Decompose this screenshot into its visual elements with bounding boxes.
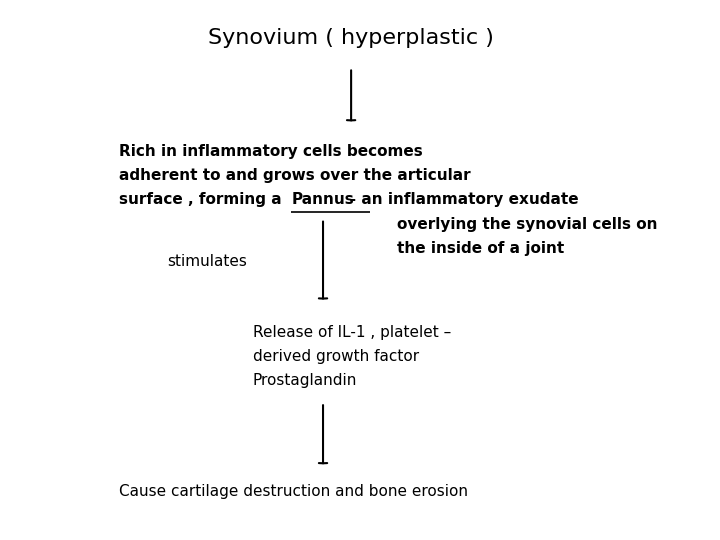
Text: Release of IL-1 , platelet –: Release of IL-1 , platelet – (253, 325, 451, 340)
Text: Pannus: Pannus (292, 192, 354, 207)
Text: stimulates: stimulates (167, 254, 247, 269)
Text: Prostaglandin: Prostaglandin (253, 373, 357, 388)
Text: the inside of a joint: the inside of a joint (397, 241, 564, 256)
Text: adherent to and grows over the articular: adherent to and grows over the articular (120, 168, 471, 183)
Text: Rich in inflammatory cells becomes: Rich in inflammatory cells becomes (120, 144, 423, 159)
Text: Cause cartilage destruction and bone erosion: Cause cartilage destruction and bone ero… (120, 484, 469, 499)
Text: overlying the synovial cells on: overlying the synovial cells on (397, 217, 657, 232)
Text: derived growth factor: derived growth factor (253, 349, 419, 364)
Text: - an inflammatory exudate: - an inflammatory exudate (333, 192, 578, 207)
Text: Synovium ( hyperplastic ): Synovium ( hyperplastic ) (208, 28, 494, 48)
Text: surface , forming a: surface , forming a (120, 192, 287, 207)
